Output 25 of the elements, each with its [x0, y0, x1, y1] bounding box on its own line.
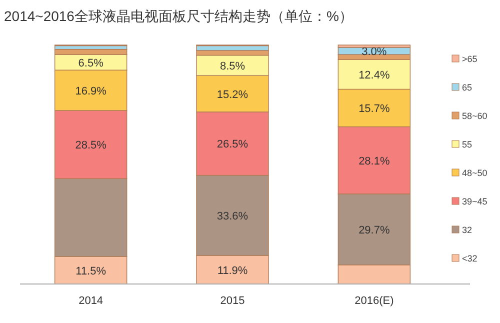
- legend-label: <32: [462, 254, 478, 264]
- x-tick-label: 2014: [78, 295, 104, 307]
- legend-label: >65: [462, 54, 478, 64]
- data-label: 11.5%: [76, 265, 106, 278]
- data-label: 8.5%: [220, 60, 246, 72]
- chart-title: 2014~2016全球液晶电视面板尺寸结构走势（单位：%）: [4, 8, 353, 24]
- data-label: 6.5%: [78, 57, 104, 70]
- legend-label: 65: [462, 82, 472, 92]
- data-label: 26.5%: [216, 138, 248, 151]
- data-label: 28.5%: [75, 140, 107, 152]
- x-tick-label: 2016(E): [354, 295, 394, 307]
- data-label: 28.1%: [358, 155, 390, 168]
- legend-label: 39~45: [462, 196, 488, 206]
- data-label: 12.4%: [358, 69, 390, 82]
- x-tick-label: 2015: [220, 295, 245, 307]
- legend-label: 55: [462, 140, 472, 150]
- data-label: 33.6%: [216, 210, 248, 222]
- data-label: 11.9%: [217, 264, 248, 277]
- data-label: 29.7%: [358, 224, 390, 236]
- data-label: 16.9%: [75, 85, 107, 98]
- legend-label: 48~50: [462, 168, 488, 178]
- data-label: 15.2%: [216, 88, 248, 101]
- legend-label: 58~60: [462, 111, 488, 121]
- data-label: 15.7%: [358, 102, 390, 115]
- legend-label: 32: [462, 225, 472, 235]
